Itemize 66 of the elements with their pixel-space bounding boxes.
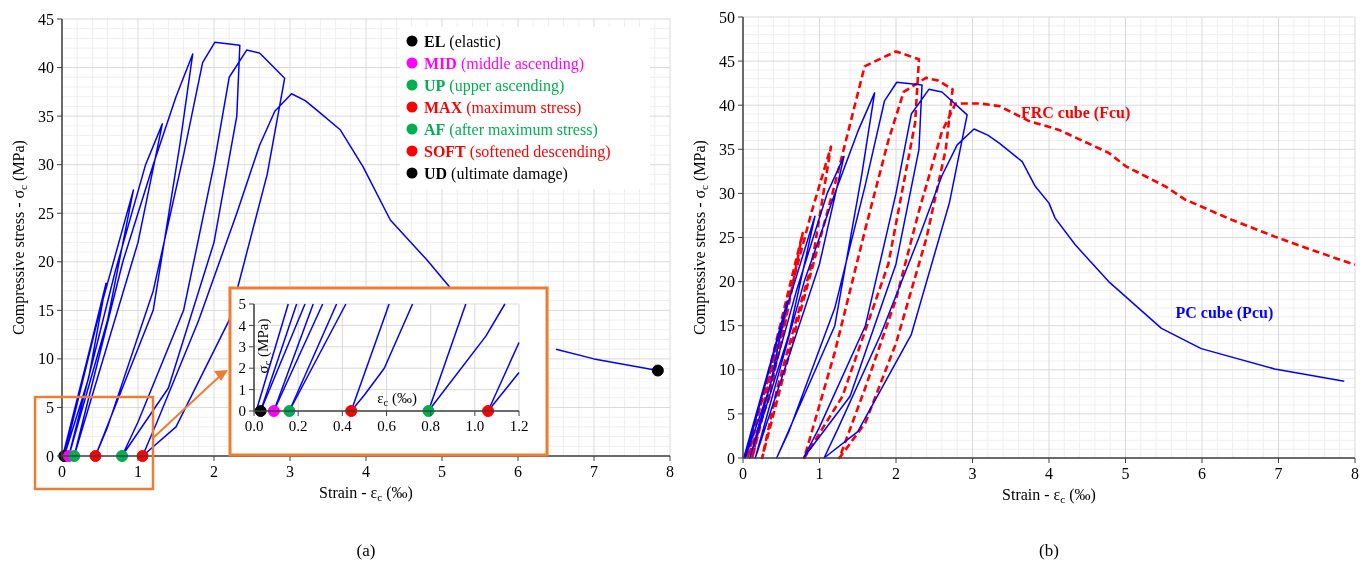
y-tick-label: 50 (719, 8, 735, 26)
series-label: FRC cube (Fcu) (1020, 103, 1131, 122)
y-tick-label: 2 (238, 360, 246, 377)
x-tick-label: 2 (210, 463, 218, 480)
x-tick-label: 4 (362, 463, 370, 480)
y-tick-label: 1 (238, 381, 246, 398)
x-tick-label: 0.6 (377, 418, 397, 434)
x-tick-label: 4 (1045, 465, 1053, 482)
legend-label: UD (ultimate damage) (424, 164, 568, 183)
y-tick-label: 20 (38, 253, 54, 271)
x-tick-label: 1.2 (509, 418, 529, 434)
y-tick-label: 40 (38, 59, 54, 77)
x-tick-label: 5 (438, 463, 446, 480)
legend-label: UP (upper ascending) (424, 76, 565, 95)
x-tick-label: 8 (666, 463, 674, 480)
x-tick-label: 6 (514, 463, 522, 480)
x-tick-label: 0 (58, 463, 66, 480)
y-tick-label: 30 (719, 185, 735, 202)
x-tick-label: 1 (815, 465, 824, 482)
x-tick-label: 7 (1274, 465, 1283, 482)
x-tick-label: 1 (134, 463, 142, 480)
y-tick-label: 25 (719, 229, 735, 247)
x-tick-label: 0.2 (288, 418, 308, 434)
y-tick-label: 20 (719, 273, 735, 291)
y-tick-label: 35 (719, 140, 735, 158)
x-tick-label: 6 (1198, 465, 1206, 482)
y-tick-label: 5 (727, 405, 735, 423)
x-tick-label: 0.0 (244, 418, 264, 434)
y-tick-label: 15 (38, 301, 54, 319)
y-tick-label: 5 (238, 296, 246, 313)
y-tick-label: 15 (719, 317, 735, 335)
x-tick-label: 5 (1121, 465, 1130, 482)
y-tick-label: 5 (46, 399, 54, 417)
y-tick-label: 45 (38, 10, 54, 28)
y-tick-label: 0 (727, 449, 735, 467)
x-tick-label: 1.0 (465, 418, 485, 434)
x-axis-title: Strain - ε$_{c}$ (‰) (1002, 486, 1096, 505)
x-tick-label: 0.4 (332, 418, 353, 434)
x-axis-title: ε$_{c}$ (‰) (377, 390, 417, 408)
legend-label: SOFT (softened descending) (424, 142, 611, 161)
legend-label: MAX (maximum stress) (424, 98, 582, 117)
y-tick-label: 35 (38, 107, 54, 125)
y-tick-label: 10 (38, 350, 54, 368)
y-tick-label: 40 (719, 96, 735, 114)
y-tick-label: 10 (719, 361, 735, 379)
x-tick-label: 8 (1351, 465, 1359, 482)
y-tick-label: 25 (38, 204, 54, 222)
y-tick-label: 0 (238, 403, 246, 420)
x-tick-label: 3 (286, 463, 294, 480)
legend-label: EL (elastic) (424, 32, 501, 51)
y-tick-label: 0 (46, 447, 54, 465)
y-tick-label: 4 (238, 317, 247, 334)
x-axis-title: Strain - ε$_{c}$ (‰) (319, 484, 413, 503)
y-tick-label: 30 (38, 156, 54, 174)
x-tick-label: 2 (892, 465, 900, 482)
series-label: PC cube (Pcu) (1175, 304, 1274, 323)
y-tick-label: 3 (238, 339, 246, 356)
x-tick-label: 7 (590, 463, 598, 480)
legend-label: MID (middle ascending) (424, 54, 584, 73)
x-tick-label: 3 (968, 465, 977, 482)
text: (b) (1039, 541, 1059, 560)
legend-label: AF (after maximum stress) (424, 120, 598, 139)
x-tick-label: 0.8 (421, 418, 441, 434)
x-tick-label: 0 (739, 465, 747, 482)
text: (a) (356, 541, 376, 560)
y-tick-label: 45 (719, 52, 735, 70)
